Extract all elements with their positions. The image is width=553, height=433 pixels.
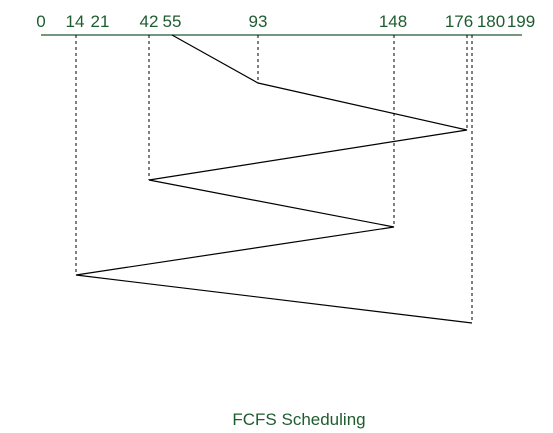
tick-label-148: 148	[379, 12, 407, 31]
tick-label-42: 42	[140, 12, 159, 31]
guide-lines	[75, 35, 473, 323]
tick-label-176: 176	[445, 12, 473, 31]
tick-label-0: 0	[36, 12, 45, 31]
seek-path-line	[75, 34, 473, 324]
tick-label-93: 93	[249, 12, 268, 31]
tick-label-55: 55	[163, 12, 182, 31]
diagram-caption: FCFS Scheduling	[232, 410, 365, 429]
axis-labels: 0 14 21 42 55 93 148 176 180 199	[36, 12, 535, 31]
tick-label-14: 14	[66, 12, 85, 31]
tick-label-180: 180	[477, 12, 505, 31]
tick-label-21: 21	[91, 12, 110, 31]
tick-label-199: 199	[507, 12, 535, 31]
